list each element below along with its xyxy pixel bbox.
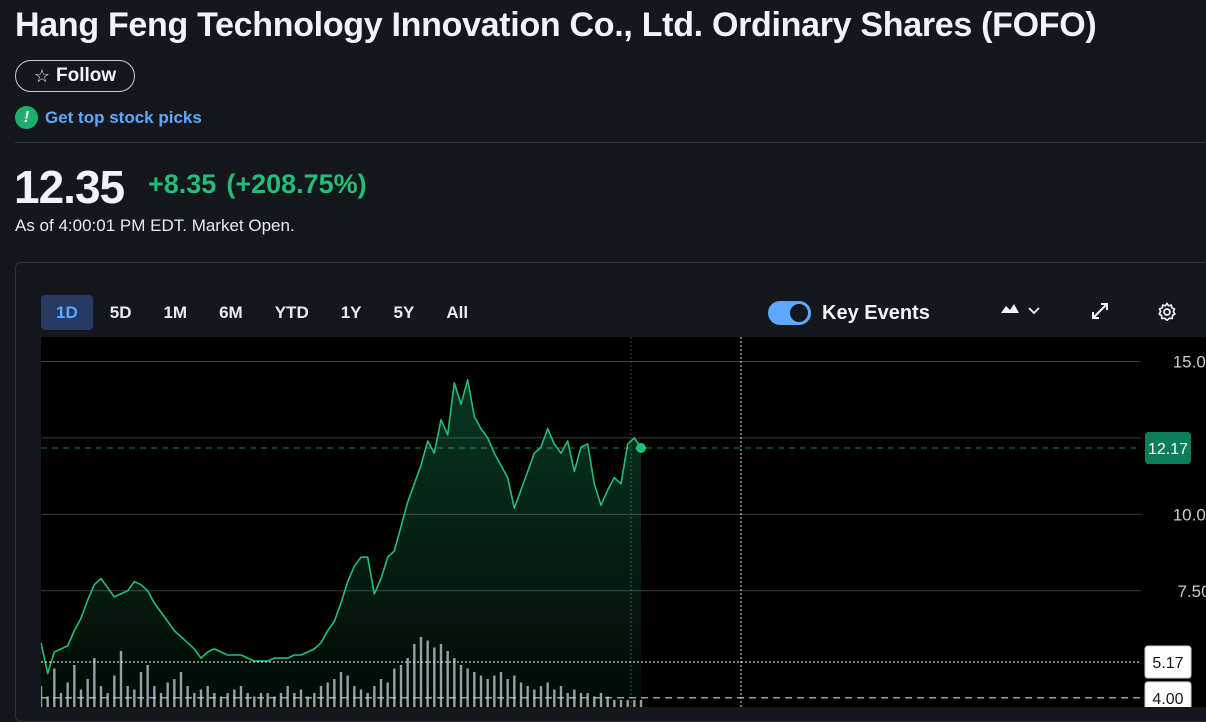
price-area: [41, 379, 641, 707]
follow-button[interactable]: ☆ Follow: [15, 60, 135, 92]
range-tab-1m[interactable]: 1M: [163, 302, 188, 322]
current-price-tag-background: [1145, 432, 1191, 464]
range-tab-6m[interactable]: 6M: [219, 302, 243, 322]
fullscreen-button[interactable]: [1090, 301, 1110, 326]
range-tab-1y[interactable]: 1Y: [340, 302, 362, 322]
chart-card: 1D 5D 1M 6M YTD 1Y 5Y All Key Events 15.00 10.00…: [15, 262, 1206, 722]
chart-svg: 15.0010.007.5012.175.174.00: [39, 337, 1206, 715]
current-price-tag: 12.17: [1148, 441, 1188, 458]
price-line: [40, 379, 642, 675]
range-tabs: 1D 5D 1M 6M YTD 1Y 5Y All: [41, 295, 483, 330]
chart-type-dropdown[interactable]: [1000, 301, 1040, 320]
price-change-percent: (+208.75%): [226, 169, 367, 199]
y-tick-label: 15.00: [1173, 352, 1206, 371]
y-tick-label: 7.50: [1177, 582, 1206, 601]
top-stock-picks-link[interactable]: ! Get top stock picks: [15, 106, 202, 129]
follow-label: Follow: [55, 65, 117, 86]
current-price: 12.35: [14, 161, 125, 213]
gear-icon: [1156, 301, 1178, 328]
key-events-control: Key Events: [768, 301, 930, 325]
expand-icon: [1090, 301, 1110, 326]
range-tab-5d[interactable]: 5D: [109, 302, 132, 322]
price-chart[interactable]: 15.0010.007.5012.175.174.00: [39, 337, 1206, 715]
chevron-down-icon: [1028, 302, 1040, 320]
range-tab-ytd[interactable]: YTD: [274, 302, 309, 322]
toggle-knob: [790, 304, 808, 322]
divider: [15, 142, 1206, 143]
price-change: +8.35 (+208.75%): [148, 169, 367, 200]
top-stock-picks-label: Get top stock picks: [45, 107, 202, 127]
current-price-dot: [636, 443, 646, 453]
chart-settings-button[interactable]: [1156, 301, 1178, 328]
mountain-chart-icon: [1000, 301, 1020, 320]
y-tick-label: 10.00: [1173, 505, 1206, 524]
quote-timestamp: As of 4:00:01 PM EDT. Market Open.: [15, 216, 295, 235]
range-tab-5y[interactable]: 5Y: [393, 302, 415, 322]
range-tab-1d[interactable]: 1D: [41, 295, 93, 330]
exclamation-icon: !: [15, 106, 38, 129]
range-tab-all[interactable]: All: [446, 302, 469, 322]
key-events-label: Key Events: [822, 301, 930, 324]
star-icon: ☆: [33, 65, 50, 86]
open-price-tag-background: [1144, 645, 1192, 679]
price-change-value: +8.35: [148, 169, 217, 199]
key-events-toggle[interactable]: [768, 301, 811, 325]
page-title: Hang Feng Technology Innovation Co., Ltd…: [15, 6, 1097, 44]
open-price-tag: 5.17: [1152, 655, 1183, 672]
